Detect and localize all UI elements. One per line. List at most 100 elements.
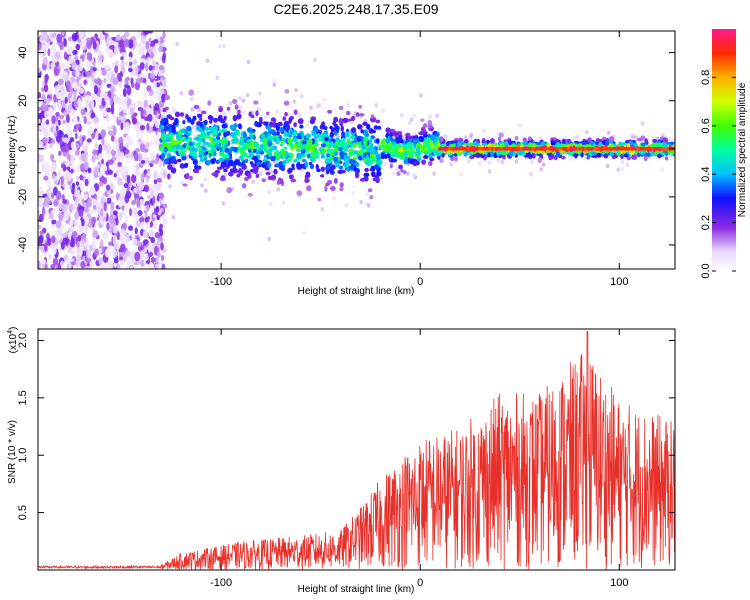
spectrogram-cell [38,154,44,163]
spectrogram-cell [147,170,151,177]
spectrogram-cell [271,118,277,123]
spectrogram-cell [81,218,85,227]
spectrogram-cell [126,238,131,243]
spectrogram-x-label: Height of straight line (km) [298,286,415,297]
spectrogram-cell [102,164,108,172]
spectrogram-cell [78,65,83,72]
spectrogram-cell [71,62,77,70]
spectrogram-cell [498,132,504,138]
spectrogram-cell [192,152,198,158]
spectrogram-cell [256,137,260,142]
spectrogram-cell [101,69,107,76]
spectrogram-cell [80,260,86,269]
spectrogram-cell [244,158,249,164]
spectrogram-cell [245,144,251,150]
spectrogram-cell [393,131,399,137]
spectrogram-cell [351,190,355,196]
spectrogram-cell [667,136,672,141]
spectrogram-cell [355,112,360,117]
spectrogram-cell [622,142,627,146]
spectrogram-cell [132,163,137,168]
spectrogram-y-tick-label: -40 [17,237,29,253]
spectrogram-cell [86,60,92,69]
spectrogram-cell [42,44,46,55]
spectrogram-cell [416,146,420,153]
spectrogram-cell [428,160,433,167]
spectrogram-cell [541,162,546,167]
spectrogram-cell [415,151,421,156]
spectrogram-cell [616,167,620,172]
spectrogram-cell [106,107,112,113]
spectrogram-cell [349,135,356,139]
spectrogram-cell [284,111,288,117]
spectrogram-cell [258,171,263,176]
spectrogram-cell [378,144,383,150]
spectrogram-cell [207,115,212,120]
spectrogram-cell [361,145,367,149]
spectrogram-cell [150,40,156,47]
spectrogram-cell [75,43,81,51]
spectrogram-cell [118,115,122,121]
spectrogram-cell [252,167,259,174]
snr-y-label: SNR (10 * v/v) [7,420,18,484]
spectrogram-cell [57,83,62,91]
spectrogram-cell [490,151,494,158]
spectrogram-cell [92,61,96,68]
spectrogram-cell [251,128,256,133]
spectrogram-cell [79,58,83,68]
spectrogram-cell [97,152,102,162]
spectrogram-cell [283,146,287,150]
spectrogram-cell [104,47,109,54]
spectrogram-cell [652,138,658,143]
spectrogram-cell [114,65,119,74]
spectrogram-cell [412,151,416,155]
spectrogram-cell [224,153,230,159]
spectrogram-cell [213,117,218,123]
spectrogram-cell [118,198,122,209]
spectrogram-cell [70,141,75,149]
spectrogram-cell [350,115,356,122]
spectrogram-cell [117,97,122,106]
spectrogram-cell [203,177,208,182]
spectrogram-cell [206,143,212,148]
spectrogram-cell [87,127,94,135]
spectrogram-cell [154,232,161,239]
spectrogram-cell [159,223,164,230]
spectrogram-cell [38,186,44,192]
spectrogram-cell [271,145,278,151]
spectrogram-x-tick-label: -100 [210,276,232,288]
spectrogram-cell [369,195,374,200]
spectrogram-cell [290,153,294,159]
spectrogram-cell [56,33,62,44]
spectrogram-cell [296,152,302,159]
spectrogram-cell [251,179,255,185]
spectrogram-cell [67,257,74,263]
spectrogram-cell [45,98,51,105]
spectrogram-cell [118,251,125,257]
spectrogram-cell [160,242,164,251]
spectrogram-cell [320,143,327,148]
spectrogram-cell [111,61,115,68]
spectrogram-cell [213,126,218,132]
spectrogram-cell [82,39,86,50]
spectrogram-cell [436,142,441,148]
spectrogram-cell [76,253,80,263]
spectrogram-cell [287,156,293,162]
spectrogram-cell [128,39,134,49]
spectrogram-cell [496,158,501,163]
spectrogram-cell [106,115,111,122]
spectrogram-cell [54,210,60,217]
spectrogram-cell [121,230,127,237]
spectrogram-cell [341,131,346,138]
spectrogram-cell [140,107,144,118]
spectrogram-cell [106,222,110,230]
spectrogram-cell [257,107,261,112]
spectrogram-cell [160,207,164,213]
spectrogram-cell [61,194,65,201]
spectrogram-cell [98,143,103,154]
spectrogram-cell [469,155,475,160]
spectrogram-cell [152,46,158,56]
spectrogram-cell [140,260,145,267]
spectrogram-cell [150,159,156,165]
spectrogram-cell [142,44,146,49]
